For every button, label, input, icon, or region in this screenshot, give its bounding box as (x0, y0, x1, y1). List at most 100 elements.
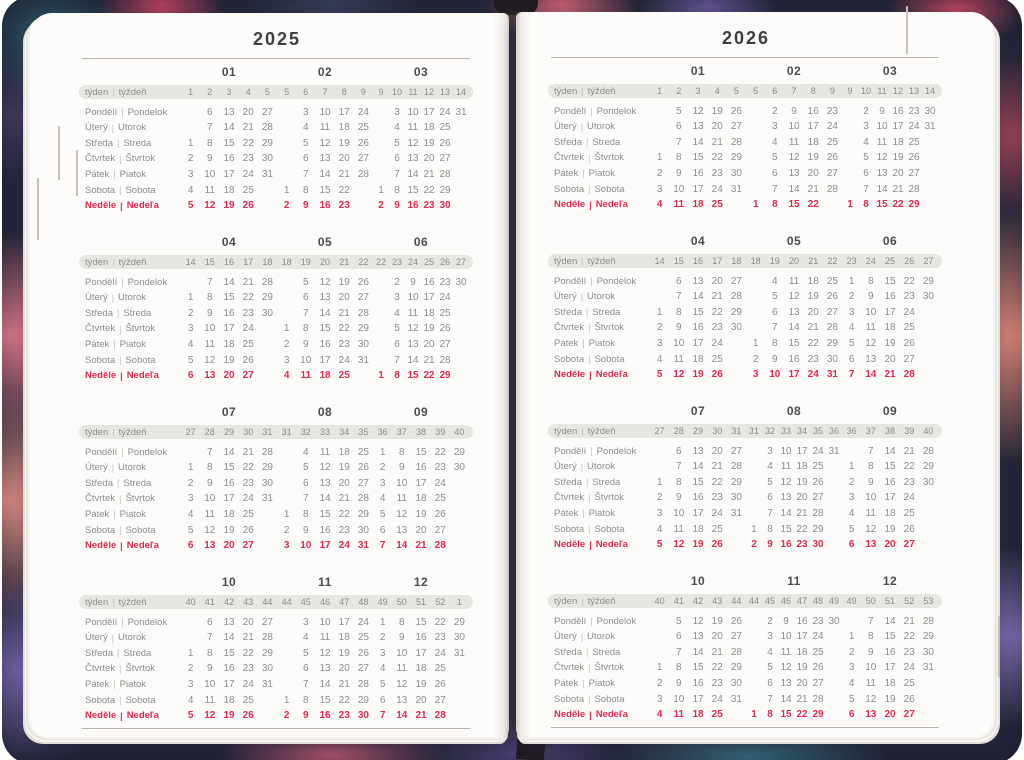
date-cell: 8 (303, 323, 309, 335)
label-separator: | (113, 509, 116, 520)
month-number: 03 (413, 65, 429, 79)
date-cell: 15 (692, 476, 704, 488)
date-cells: 5 12 19 26 (650, 106, 746, 117)
week-number: 22 (358, 257, 369, 267)
date-cell: 23 (338, 338, 350, 350)
date-cells: 5 12 19 26 (277, 138, 373, 149)
date-cells: 6 13 20 27 (746, 307, 842, 318)
date-cell: 2 (656, 322, 663, 334)
date-cell (727, 354, 746, 365)
date-cell: 13 (692, 445, 704, 457)
day-name-sk: Piatok (119, 168, 147, 180)
date-cell: 11 (788, 136, 800, 148)
date-cell: 18 (423, 122, 435, 134)
label-separator: | (112, 427, 115, 437)
week-number: 31 (731, 426, 742, 436)
day-row: Sobota | Sobota 4 11 18 25 2 9 16 23 30 6 13 20 27 (554, 352, 938, 366)
label-separator: | (586, 477, 589, 488)
date-cell: 29 (357, 323, 369, 335)
day-label: Neděle | Nedeľa (85, 200, 181, 211)
date-cell: 12 (876, 152, 888, 164)
label-separator: | (582, 338, 585, 349)
date-cell: 18 (692, 353, 704, 365)
label-separator: | (588, 662, 591, 673)
day-name-sk: Pondelok (596, 275, 637, 287)
date-cells: 7 14 21 28 (650, 461, 746, 472)
date-cell: 19 (807, 291, 819, 303)
date-cell: 10 (865, 662, 877, 674)
week-number: 20 (320, 257, 331, 267)
week-label-sk: týždeň (118, 256, 147, 268)
date-cell: 14 (223, 632, 235, 644)
week-number: 15 (204, 257, 215, 267)
date-cell (450, 478, 469, 489)
date-cell: 28 (826, 183, 838, 195)
date-cell: 8 (394, 184, 400, 196)
label-separator: | (582, 678, 585, 689)
date-cell: 17 (796, 445, 808, 457)
date-cell: 29 (357, 508, 369, 520)
date-cell (746, 184, 765, 195)
day-label: Sobota | Sobota (554, 354, 650, 365)
date-cell: 20 (796, 677, 808, 689)
date-cell: 5 (767, 476, 773, 488)
date-cell: 2 (752, 353, 759, 365)
date-cell: 3 (187, 323, 194, 335)
date-cell: 23 (711, 167, 723, 179)
date-cell (919, 307, 938, 318)
week-number: 40 (654, 596, 665, 606)
date-cell: 17 (884, 492, 896, 504)
day-row: Pátek | Piatok 4 11 18 25 1 8 15 22 29 5 12 19 26 (85, 507, 469, 521)
date-cell: 29 (261, 462, 273, 474)
date-cell: 4 (656, 523, 663, 535)
date-cell: 14 (692, 136, 704, 148)
date-cell: 15 (319, 184, 331, 196)
date-cell: 23 (338, 524, 350, 536)
date-cell: 24 (357, 616, 369, 628)
week-number: 14 (455, 87, 466, 97)
date-cell: 19 (423, 323, 435, 335)
label-separator: | (119, 153, 122, 164)
date-cells: 1 8 15 22 29 (842, 199, 938, 210)
date-cells: 7 14 21 28 (842, 369, 938, 380)
date-cell: 17 (807, 121, 819, 133)
date-cell: 20 (711, 121, 723, 133)
date-cell: 6 (772, 167, 778, 179)
date-cell: 23 (711, 492, 723, 504)
date-cell: 17 (223, 678, 235, 690)
date-cell (842, 152, 858, 163)
date-cell: 3 (848, 662, 855, 674)
day-name-cs: Úterý (85, 292, 108, 304)
day-name-cs: Čtvrtek (85, 153, 116, 165)
bottom-divider (551, 727, 939, 728)
date-cell: 28 (903, 369, 915, 381)
day-name-cs: Sobota (554, 183, 585, 195)
week-number: 20 (789, 256, 800, 266)
day-name-cs: Pondělí (554, 445, 587, 457)
label-separator: | (588, 322, 591, 333)
label-separator: | (119, 695, 122, 705)
label-separator: | (113, 339, 116, 350)
day-label: Pátek | Piatok (85, 509, 181, 520)
day-label: Čtvrtek | Štvrtok (85, 323, 181, 334)
week-number: 12 (423, 87, 434, 97)
date-cell: 11 (407, 122, 419, 134)
week-number: 26 (904, 256, 915, 266)
date-cell: 12 (204, 524, 216, 536)
date-cell (826, 508, 842, 519)
date-cell: 4 (303, 632, 309, 644)
week-label-cs: týden (554, 595, 578, 607)
date-cell: 26 (730, 105, 742, 117)
week-number: 1 (188, 87, 194, 97)
label-separator: | (119, 525, 122, 535)
date-cell: 21 (242, 276, 254, 288)
week-numbers: 36 37 38 39 40 (373, 427, 469, 437)
week-label-sk: týždeň (118, 86, 147, 98)
date-cell (919, 338, 938, 349)
week-number: 46 (320, 597, 331, 607)
day-name-sk: Streda (123, 477, 152, 489)
date-cell: 28 (826, 322, 838, 334)
date-cell: 5 (187, 710, 194, 722)
week-numbers: 9 10 11 12 13 14 (373, 87, 469, 97)
